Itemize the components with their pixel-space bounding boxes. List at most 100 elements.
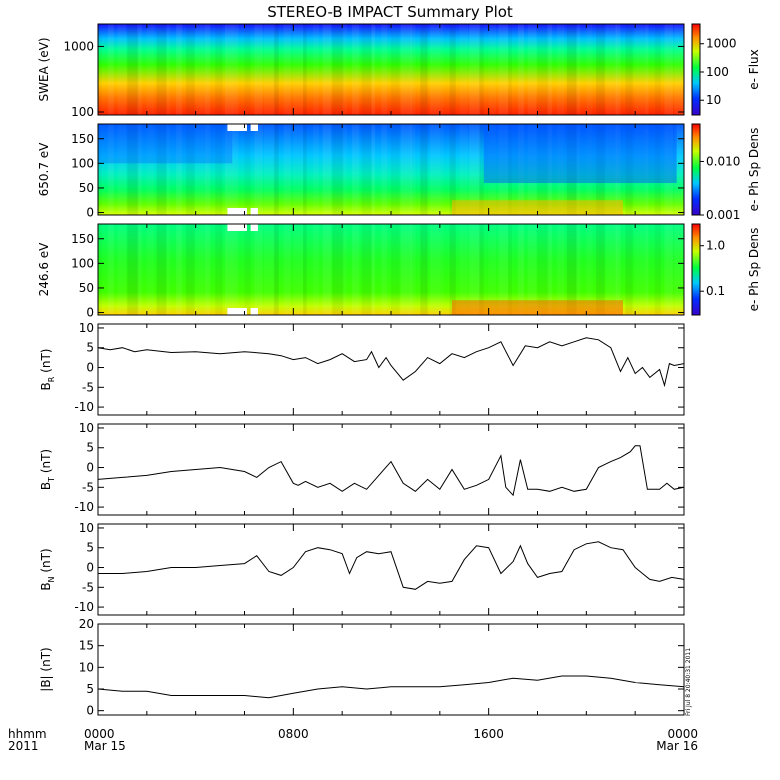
pad650-ylabel: 650.7 eV: [37, 142, 51, 197]
bn-ylabel-main: B: [39, 582, 53, 590]
bmag-series-line: [97, 675, 685, 699]
pad246-ylabel: 246.6 eV: [37, 242, 51, 297]
date-label: Mar 16: [656, 739, 698, 753]
pad246-ytick-label: 100: [71, 256, 94, 270]
bmag-ylabel-unit: (nT): [39, 647, 53, 675]
pad246-colorbar: [691, 223, 701, 316]
br-ytick-label: 0: [86, 361, 94, 375]
pad246-colorbar-tick-label: 1.0: [706, 239, 725, 253]
pad246-colorbar-tick-label: 0.1: [706, 284, 725, 298]
bn-ylabel-sub: N: [47, 576, 56, 582]
pad650-low-flux: [483, 124, 677, 184]
bt-ylabel-sub: T: [47, 477, 56, 483]
br-background: [98, 324, 684, 415]
bmag-ytick-label: 15: [79, 639, 94, 653]
swea-ytick-label: 1000: [63, 39, 94, 53]
plot-title: STEREO-B IMPACT Summary Plot: [267, 3, 513, 21]
swea-colorbar-tick-label: 10: [706, 93, 721, 107]
panel-pad246: 0.1 1.0 e- Ph Sp Dens 0 50 100 150 246.6 eV: [37, 223, 761, 320]
pad246-colorbar-label: e- Ph Sp Dens: [747, 228, 761, 312]
br-ytick-label: -5: [82, 380, 94, 394]
br-series-line: [97, 337, 685, 388]
swea-colorbar-tick-label: 100: [706, 65, 729, 79]
bt-ylabel: BT (nT): [39, 449, 56, 490]
pad246-texture: [107, 224, 686, 315]
br-ytick-label: 5: [86, 341, 94, 355]
date-stamp: Fri Jul 8 20:40:31 2011: [685, 648, 692, 716]
pad650-ytick-label: 50: [79, 181, 94, 195]
panel-br: -10 -5 0 5 10 BR (nT): [39, 321, 685, 416]
bn-ytick-label: 0: [86, 561, 94, 575]
swea-ytick-label: 100: [71, 105, 94, 119]
bt-ylabel-unit: (nT): [39, 449, 53, 477]
bt-background: [98, 424, 684, 515]
bmag-ytick-label: 10: [79, 660, 94, 674]
pad650-colorbar: [691, 123, 701, 216]
pad246-data-gap: [250, 308, 258, 315]
pad650-data-gap: [227, 124, 247, 131]
br-ytick-label: -10: [74, 400, 94, 414]
br-ylabel: BR (nT): [39, 349, 56, 391]
bmag-ylabel-main: |B|: [39, 675, 53, 691]
bt-ytick-label: 10: [79, 421, 94, 435]
pad650-data-gap: [250, 208, 258, 215]
pad650-spectrogram: [98, 124, 684, 215]
time-tick-label: 1600: [473, 727, 504, 741]
pad650-ytick-label: 100: [71, 156, 94, 170]
bt-ytick-label: -10: [74, 500, 94, 514]
bt-ytick-label: -5: [82, 480, 94, 494]
br-ylabel-main: B: [39, 382, 53, 390]
bmag-ytick-label: 20: [79, 617, 94, 631]
bmag-background: [98, 624, 684, 715]
pad246-ytick-label: 150: [71, 232, 94, 246]
br-ytick-label: 10: [79, 321, 94, 335]
pad650-low-flux-early: [98, 124, 233, 164]
bn-ytick-label: -5: [82, 580, 94, 594]
pad650-warm-band: [452, 200, 623, 215]
panel-bmag: 0 5 10 15 20 |B| (nT): [39, 617, 685, 718]
pad246-data-gap: [227, 308, 247, 315]
pad650-ytick-label: 0: [86, 206, 94, 220]
bt-ylabel-main: B: [39, 482, 53, 490]
pad246-ytick-label: 0: [86, 306, 94, 320]
bn-ylabel-unit: (nT): [39, 548, 53, 576]
pad246-data-gap: [227, 224, 247, 231]
pad650-ytick-label: 150: [71, 132, 94, 146]
corner-label-hhmm: hhmm: [8, 727, 47, 741]
time-tick-label: 0800: [278, 727, 309, 741]
pad650-texture: [107, 124, 686, 215]
swea-spectrogram: [98, 24, 684, 115]
pad650-colorbar-label: e- Ph Sp Dens: [747, 128, 761, 212]
bn-background: [98, 524, 684, 615]
bmag-ylabel: |B| (nT): [39, 647, 53, 691]
br-ylabel-unit: (nT): [39, 349, 53, 377]
bn-ytick-label: 5: [86, 541, 94, 555]
swea-ylabel: SWEA (eV): [37, 37, 51, 101]
panel-swea: 10 100 1000 e- Flux 100 1000 SWEA (eV): [37, 23, 761, 119]
pad650-data-gap: [250, 124, 258, 131]
swea-colorbar: [691, 23, 701, 116]
bt-ytick-label: 5: [86, 441, 94, 455]
panel-bn: -10 -5 0 5 10 BN (nT): [39, 521, 685, 616]
time-tick-label: 0000: [667, 727, 698, 741]
bn-ytick-label: -10: [74, 600, 94, 614]
pad650-colorbar-tick-label: 0.001: [706, 208, 740, 222]
bn-ylabel: BN (nT): [39, 548, 56, 590]
corner-label-year: 2011: [8, 739, 39, 753]
date-label: Mar 15: [84, 739, 126, 753]
panel-bt: -10 -5 0 5 10 BT (nT): [39, 421, 685, 516]
pad246-warm-band: [452, 300, 623, 315]
pad246-ytick-label: 50: [79, 281, 94, 295]
pad246-spectrogram: [98, 224, 684, 315]
pad650-data-gap: [227, 208, 247, 215]
panel-pad650: 0.001 0.010 e- Ph Sp Dens 0 50 100 150 650.7 eV: [37, 123, 761, 222]
bmag-ytick-label: 0: [86, 704, 94, 718]
bt-ytick-label: 0: [86, 461, 94, 475]
swea-colorbar-label: e- Flux: [747, 49, 761, 89]
br-ylabel-sub: R: [47, 376, 56, 382]
swea-texture: [107, 24, 686, 115]
pad650-colorbar-tick-label: 0.010: [706, 154, 740, 168]
bmag-ytick-label: 5: [86, 682, 94, 696]
